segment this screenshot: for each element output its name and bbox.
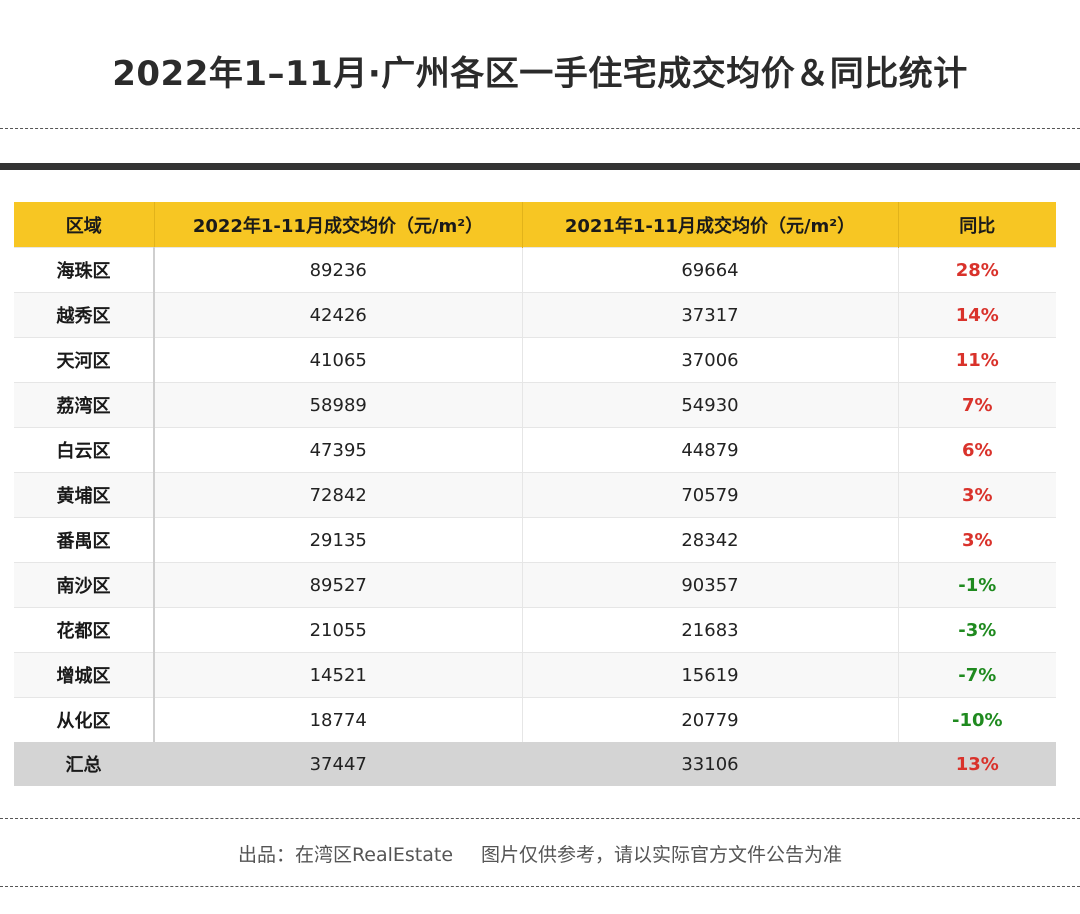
district-cell: 白云区 xyxy=(14,427,155,473)
bottom-dashed-divider xyxy=(0,818,1080,819)
price-2022-cell: 21055 xyxy=(154,607,523,653)
yoy-cell: 3% xyxy=(898,472,1056,518)
price-2021-cell: 37317 xyxy=(522,292,899,338)
district-cell: 番禺区 xyxy=(14,517,155,563)
yoy-cell: 28% xyxy=(898,247,1056,293)
yoy-cell: 11% xyxy=(898,337,1056,383)
price-2021-cell: 69664 xyxy=(522,247,899,293)
price-2021-cell: 44879 xyxy=(522,427,899,473)
thick-divider xyxy=(0,163,1080,170)
page-title: 2022年1–11月·广州各区一手住宅成交均价＆同比统计 xyxy=(112,54,968,94)
table-row: 荔湾区 58989 54930 7% xyxy=(14,382,1056,428)
price-2021-cell: 70579 xyxy=(522,472,899,518)
yoy-cell: -10% xyxy=(898,697,1056,742)
district-cell: 花都区 xyxy=(14,607,155,653)
price-2022-cell: 89527 xyxy=(154,562,523,608)
header-price-2021: 2021年1-11月成交均价（元/m²） xyxy=(522,202,899,248)
yoy-cell: 7% xyxy=(898,382,1056,428)
yoy-cell: -7% xyxy=(898,652,1056,698)
header-district: 区域 xyxy=(14,202,155,248)
table-row: 南沙区 89527 90357 -1% xyxy=(14,562,1056,608)
price-2021-cell: 21683 xyxy=(522,607,899,653)
price-2021-cell: 54930 xyxy=(522,382,899,428)
table-row: 花都区 21055 21683 -3% xyxy=(14,607,1056,653)
footer-source: 出品：在湾区RealEstate xyxy=(237,844,454,866)
price-2021-cell: 33106 xyxy=(522,742,899,786)
district-cell: 海珠区 xyxy=(14,247,155,293)
header-yoy: 同比 xyxy=(898,202,1056,248)
price-table: 区域 2022年1-11月成交均价（元/m²） 2021年1-11月成交均价（元… xyxy=(14,202,1056,786)
table-row: 从化区 18774 20779 -10% xyxy=(14,697,1056,742)
table-row: 黄埔区 72842 70579 3% xyxy=(14,472,1056,518)
table-row: 天河区 41065 37006 11% xyxy=(14,337,1056,383)
table-header-row: 区域 2022年1-11月成交均价（元/m²） 2021年1-11月成交均价（元… xyxy=(14,202,1056,248)
price-2022-cell: 72842 xyxy=(154,472,523,518)
price-2021-cell: 20779 xyxy=(522,697,899,742)
district-cell: 从化区 xyxy=(14,697,155,742)
yoy-cell: 14% xyxy=(898,292,1056,338)
top-dashed-divider xyxy=(0,128,1080,129)
table-row: 增城区 14521 15619 -7% xyxy=(14,652,1056,698)
yoy-cell: 13% xyxy=(898,742,1056,786)
district-cell: 南沙区 xyxy=(14,562,155,608)
price-2021-cell: 37006 xyxy=(522,337,899,383)
price-2022-cell: 47395 xyxy=(154,427,523,473)
table-row: 番禺区 29135 28342 3% xyxy=(14,517,1056,563)
yoy-cell: -1% xyxy=(898,562,1056,608)
price-2022-cell: 29135 xyxy=(154,517,523,563)
table-row: 越秀区 42426 37317 14% xyxy=(14,292,1056,338)
district-cell: 荔湾区 xyxy=(14,382,155,428)
table-row: 白云区 47395 44879 6% xyxy=(14,427,1056,473)
price-2022-cell: 58989 xyxy=(154,382,523,428)
price-2022-cell: 89236 xyxy=(154,247,523,293)
district-cell: 越秀区 xyxy=(14,292,155,338)
price-2022-cell: 41065 xyxy=(154,337,523,383)
district-cell: 增城区 xyxy=(14,652,155,698)
price-2021-cell: 28342 xyxy=(522,517,899,563)
district-cell: 天河区 xyxy=(14,337,155,383)
header-price-2022: 2022年1-11月成交均价（元/m²） xyxy=(154,202,523,248)
district-cell: 汇总 xyxy=(14,742,155,786)
total-row: 汇总 37447 33106 13% xyxy=(14,742,1056,786)
yoy-cell: 6% xyxy=(898,427,1056,473)
district-cell: 黄埔区 xyxy=(14,472,155,518)
yoy-cell: -3% xyxy=(898,607,1056,653)
price-2022-cell: 18774 xyxy=(154,697,523,742)
price-2022-cell: 14521 xyxy=(154,652,523,698)
price-2022-cell: 42426 xyxy=(154,292,523,338)
footer-dashed-divider xyxy=(0,886,1080,887)
price-2022-cell: 37447 xyxy=(154,742,523,786)
yoy-cell: 3% xyxy=(898,517,1056,563)
footer: 出品：在湾区RealEstate 图片仅供参考，请以实际官方文件公告为准 xyxy=(0,840,1080,867)
price-2021-cell: 15619 xyxy=(522,652,899,698)
price-2021-cell: 90357 xyxy=(522,562,899,608)
footer-disclaimer: 图片仅供参考，请以实际官方文件公告为准 xyxy=(481,844,843,866)
table-row: 海珠区 89236 69664 28% xyxy=(14,247,1056,293)
